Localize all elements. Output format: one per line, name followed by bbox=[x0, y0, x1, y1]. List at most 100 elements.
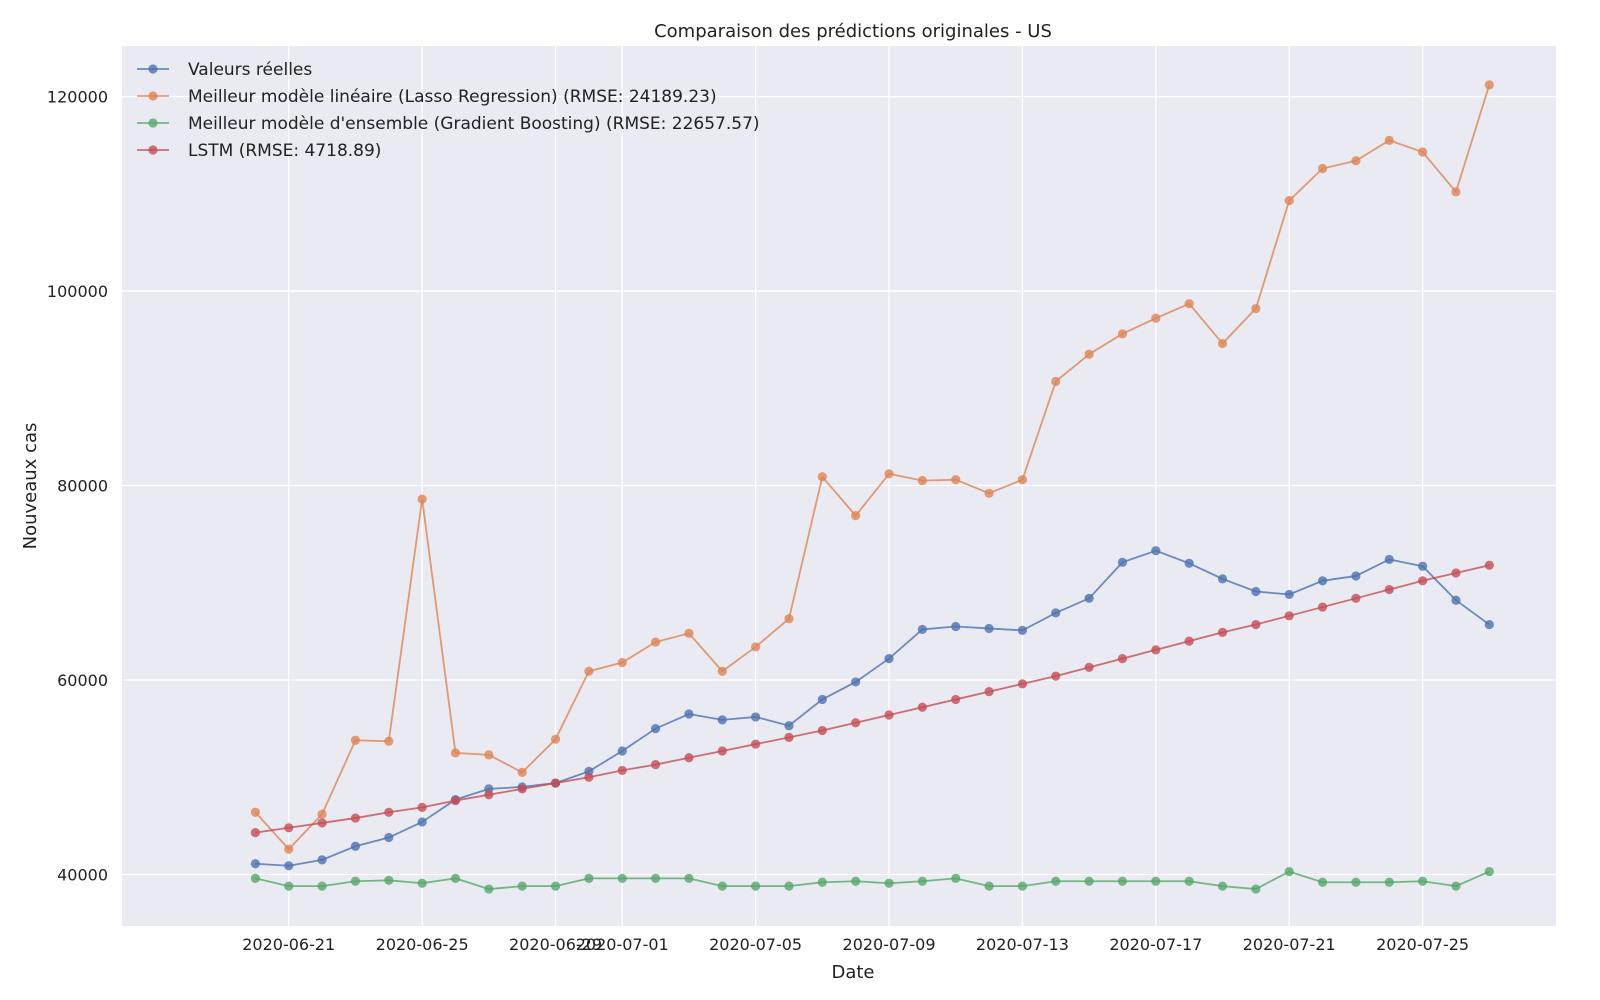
data-point bbox=[384, 875, 394, 885]
data-point bbox=[584, 772, 594, 782]
data-point bbox=[684, 709, 694, 719]
data-point bbox=[1351, 156, 1361, 166]
data-point bbox=[784, 721, 794, 731]
x-axis-label: Date bbox=[831, 962, 874, 983]
data-point bbox=[1484, 80, 1494, 90]
data-point bbox=[517, 784, 527, 794]
data-point bbox=[484, 750, 494, 760]
series-line bbox=[255, 549, 1490, 867]
grid bbox=[122, 46, 1556, 926]
legend: Valeurs réelles Meilleur modèle linéaire … bbox=[137, 60, 760, 161]
data-point bbox=[784, 614, 794, 624]
legend-entry: LSTM (RMSE: 4718.89) bbox=[137, 141, 381, 161]
data-point bbox=[1284, 196, 1294, 206]
legend-marker bbox=[148, 118, 158, 128]
data-point bbox=[717, 881, 727, 891]
legend-label: LSTM (RMSE: 4718.89) bbox=[188, 141, 381, 161]
data-point bbox=[250, 873, 260, 883]
data-point bbox=[1317, 576, 1328, 586]
data-point bbox=[1084, 876, 1094, 886]
data-point bbox=[1484, 866, 1494, 877]
x-tick-label: 2020-06-25 bbox=[376, 935, 469, 954]
data-point bbox=[417, 817, 427, 827]
data-point bbox=[584, 873, 594, 883]
data-point bbox=[984, 623, 994, 634]
data-point bbox=[1151, 313, 1161, 323]
data-point bbox=[1418, 576, 1428, 586]
data-point bbox=[317, 818, 327, 828]
data-point bbox=[1084, 593, 1094, 603]
data-point bbox=[1284, 611, 1294, 621]
data-point bbox=[1317, 602, 1328, 612]
data-point bbox=[1217, 881, 1228, 891]
data-point bbox=[384, 832, 394, 843]
data-point bbox=[817, 877, 827, 887]
data-point bbox=[1184, 636, 1194, 646]
data-point bbox=[1251, 619, 1261, 630]
data-point bbox=[1451, 187, 1461, 197]
data-point bbox=[350, 735, 361, 745]
data-point bbox=[784, 732, 794, 742]
data-point bbox=[450, 873, 461, 883]
data-point bbox=[317, 881, 327, 891]
data-point bbox=[284, 844, 294, 854]
data-point bbox=[284, 861, 294, 871]
data-point bbox=[1184, 876, 1194, 886]
x-tick-label: 2020-07-01 bbox=[576, 935, 669, 954]
data-point bbox=[1184, 558, 1194, 568]
data-point bbox=[650, 637, 661, 647]
series-group bbox=[250, 80, 1494, 894]
data-point bbox=[1217, 338, 1228, 349]
data-point bbox=[1051, 876, 1061, 886]
x-tick-label: 2020-07-25 bbox=[1376, 935, 1469, 954]
data-point bbox=[1451, 568, 1461, 578]
data-point bbox=[1384, 554, 1394, 565]
data-point bbox=[1217, 574, 1228, 584]
data-point bbox=[384, 807, 394, 817]
data-point bbox=[517, 881, 527, 891]
data-point bbox=[717, 666, 727, 676]
data-point bbox=[884, 653, 894, 664]
data-point bbox=[650, 724, 661, 734]
data-point bbox=[1351, 877, 1361, 887]
data-point bbox=[1451, 881, 1461, 891]
data-point bbox=[317, 855, 327, 865]
data-point bbox=[1484, 619, 1494, 630]
series-line bbox=[255, 564, 1490, 834]
x-tick-label: 2020-07-13 bbox=[976, 935, 1069, 954]
data-point bbox=[1084, 349, 1094, 359]
series-line bbox=[255, 870, 1490, 890]
x-tick-label: 2020-06-21 bbox=[242, 935, 335, 954]
y-tick-label: 120000 bbox=[47, 88, 108, 107]
data-point bbox=[817, 472, 827, 482]
data-point bbox=[851, 876, 861, 886]
data-point bbox=[484, 790, 494, 800]
data-point bbox=[1284, 866, 1294, 877]
data-point bbox=[550, 881, 561, 891]
data-point bbox=[851, 511, 861, 521]
data-point bbox=[884, 878, 894, 888]
data-point bbox=[650, 873, 661, 883]
data-point bbox=[317, 809, 327, 819]
data-point bbox=[684, 873, 694, 883]
data-point bbox=[1484, 560, 1494, 570]
series-2 bbox=[250, 80, 1494, 854]
y-tick-label: 60000 bbox=[57, 671, 108, 690]
data-point bbox=[1384, 877, 1394, 887]
data-point bbox=[851, 677, 861, 687]
tick-labels: 40000 60000 80000 100000 120000 2020-06-21 202… bbox=[47, 88, 1469, 954]
data-point bbox=[617, 765, 627, 776]
chart-title: Comparaison des prédictions originales -… bbox=[654, 21, 1052, 42]
data-point bbox=[1051, 671, 1061, 681]
legend-entry: Meilleur modèle linéaire (Lasso Regressi… bbox=[137, 87, 717, 107]
data-point bbox=[1017, 475, 1028, 485]
data-point bbox=[984, 881, 994, 891]
data-point bbox=[751, 739, 761, 749]
data-point bbox=[284, 881, 294, 891]
data-point bbox=[617, 657, 627, 668]
data-point bbox=[1051, 376, 1061, 387]
data-point bbox=[684, 753, 694, 763]
data-point bbox=[1451, 595, 1461, 605]
series-4 bbox=[250, 560, 1494, 838]
data-point bbox=[951, 694, 961, 705]
